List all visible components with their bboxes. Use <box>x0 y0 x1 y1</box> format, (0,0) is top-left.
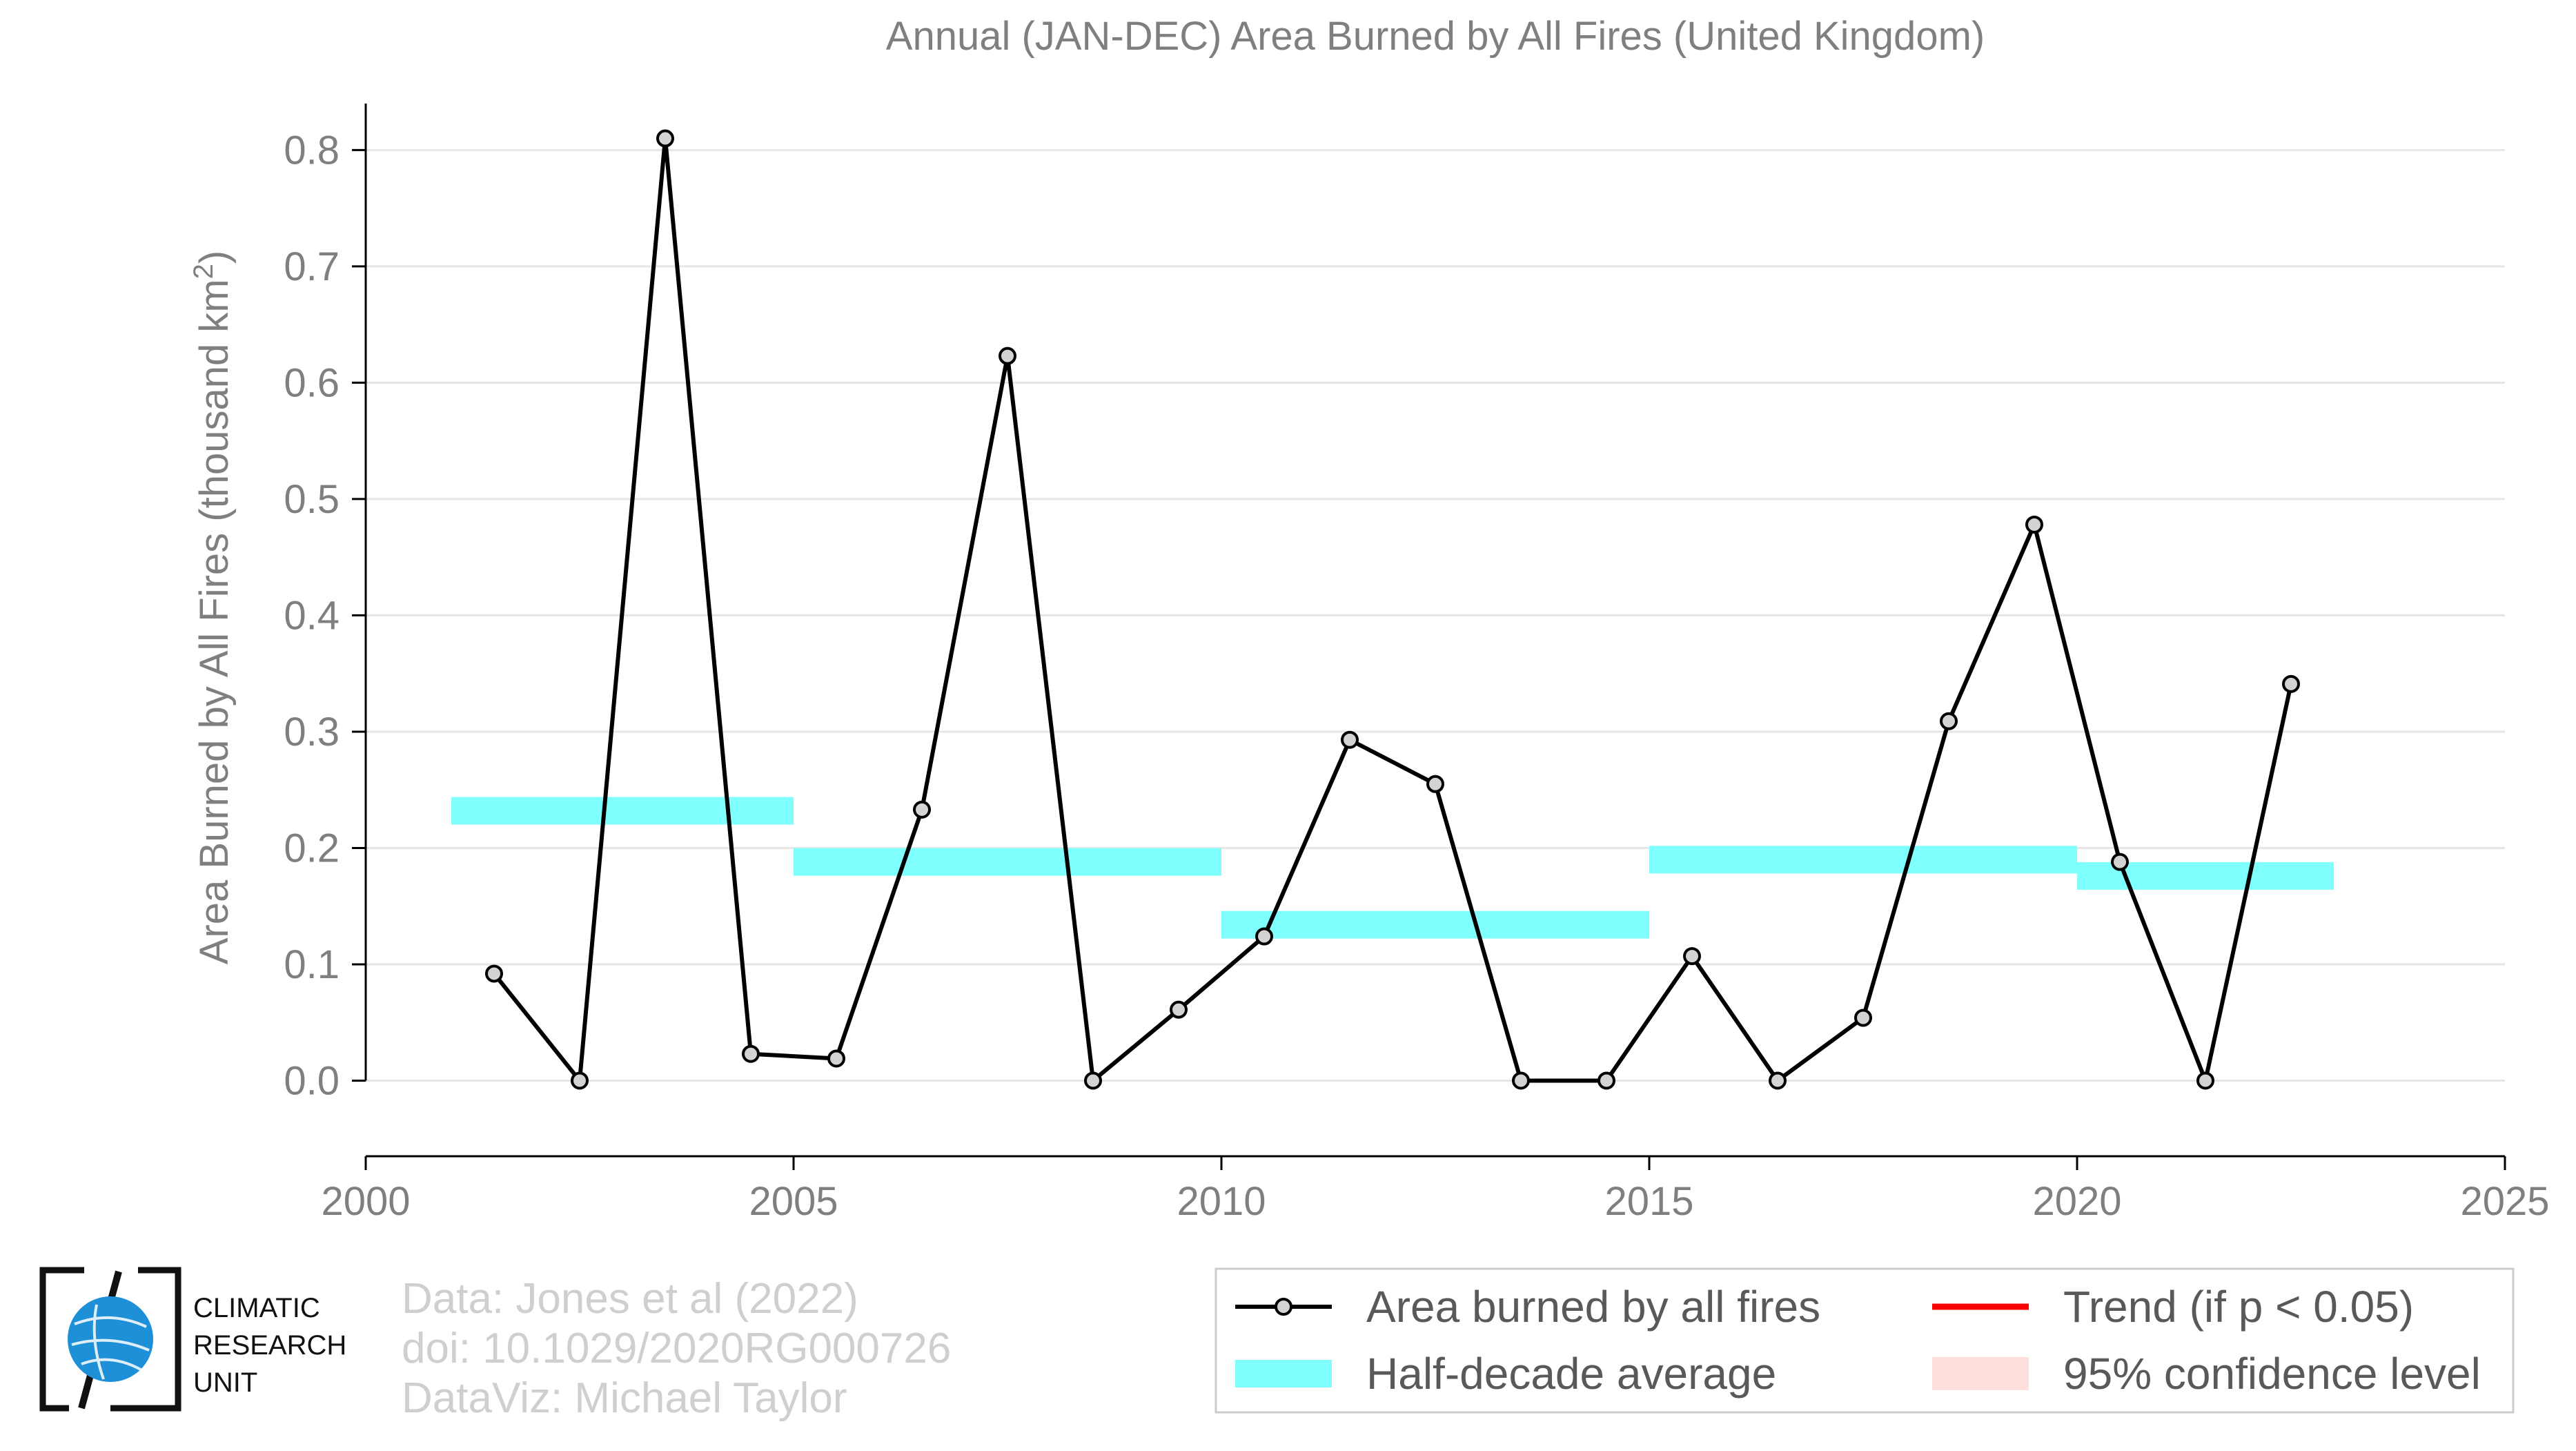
x-tick-label: 2015 <box>1604 1179 1693 1224</box>
data-point <box>2111 853 2129 871</box>
half-decade-average-bar <box>1221 910 1649 939</box>
cru-logo: CLIMATIC RESEARCH UNIT <box>39 1267 346 1412</box>
y-tick-label: 0.5 <box>284 477 340 522</box>
area-burned-series <box>485 129 2300 1090</box>
credit-dataviz: DataViz: Michael Taylor <box>402 1374 847 1422</box>
data-point <box>2025 516 2043 534</box>
data-point <box>1426 775 1444 793</box>
legend: Area burned by all fires Trend (if p < 0.… <box>1215 1267 2515 1414</box>
half-decade-average-bar <box>1649 846 2077 874</box>
data-point <box>913 800 931 819</box>
half-decade-average-bar <box>794 848 1221 876</box>
data-point <box>656 129 674 148</box>
data-point <box>485 964 503 983</box>
data-point <box>1255 927 1273 946</box>
legend-label: Half-decade average <box>1366 1349 1776 1399</box>
data-point <box>2196 1071 2214 1090</box>
legend-swatch-average <box>1235 1360 1332 1387</box>
data-point <box>1769 1071 1787 1090</box>
y-tick-label: 0.1 <box>284 942 340 987</box>
logo-bracket-right <box>110 1267 181 1412</box>
logo-line-3: UNIT <box>193 1367 257 1398</box>
data-point <box>1597 1071 1615 1090</box>
data-point <box>1170 1000 1188 1019</box>
legend-swatch-marker <box>1275 1298 1292 1316</box>
x-tick-label: 2020 <box>2032 1179 2121 1224</box>
half-decade-average-bar <box>451 797 794 825</box>
data-point <box>827 1049 845 1068</box>
series-line <box>492 136 2293 1083</box>
logo-bracket-left <box>39 1267 84 1412</box>
y-axis-label-superscript: 2 <box>188 264 219 279</box>
data-point <box>2282 674 2300 693</box>
y-tick-label: 0.6 <box>284 360 340 405</box>
x-tick-label: 2010 <box>1177 1179 1266 1224</box>
legend-frame <box>1215 1267 2515 1414</box>
data-point <box>1854 1009 1872 1027</box>
half-decade-average-bars <box>451 797 2334 939</box>
logo-line-2: RESEARCH <box>193 1330 346 1361</box>
y-tick-label: 0.8 <box>284 128 340 173</box>
y-tick-label: 0.2 <box>284 826 340 870</box>
chart-title: Annual (JAN-DEC) Area Burned by All Fire… <box>886 14 1985 59</box>
y-axis-label: Area Burned by All Fires (thousand km2) <box>188 251 237 965</box>
legend-label: 95% confidence level <box>2063 1349 2481 1399</box>
data-point <box>742 1044 760 1063</box>
legend-label: Trend (if p < 0.05) <box>2063 1282 2414 1332</box>
y-tick-label: 0.4 <box>284 593 340 638</box>
gridlines <box>366 148 2505 1082</box>
data-point <box>999 347 1016 365</box>
credit-data: Data: Jones et al (2022) <box>402 1275 858 1323</box>
x-tick-label: 2005 <box>749 1179 838 1224</box>
data-point <box>1940 712 1958 730</box>
logo-line-1: CLIMATIC <box>193 1293 320 1323</box>
y-axis-label-close: ) <box>192 251 237 264</box>
data-point <box>571 1071 589 1090</box>
y-tick-label: 0.3 <box>284 710 340 754</box>
data-point <box>1084 1071 1102 1090</box>
x-tick-label: 2000 <box>321 1179 410 1224</box>
data-point <box>1512 1071 1530 1090</box>
y-tick-label: 0.7 <box>284 244 340 289</box>
axes: 0.0 0.1 0.2 0.3 0.4 0.5 0.6 0.7 0.8 2000 2005 2010 2… <box>284 104 2550 1224</box>
credit-doi: doi: 10.1029/2020RG000726 <box>402 1325 951 1372</box>
y-tick-label: 0.0 <box>284 1058 340 1103</box>
x-tick-label: 2025 <box>2460 1179 2549 1224</box>
data-point <box>1341 730 1359 749</box>
globe-lines <box>71 1304 150 1380</box>
data-point <box>1683 947 1701 966</box>
legend-label: Area burned by all fires <box>1366 1282 1820 1332</box>
legend-swatch-confidence <box>1932 1357 2029 1390</box>
